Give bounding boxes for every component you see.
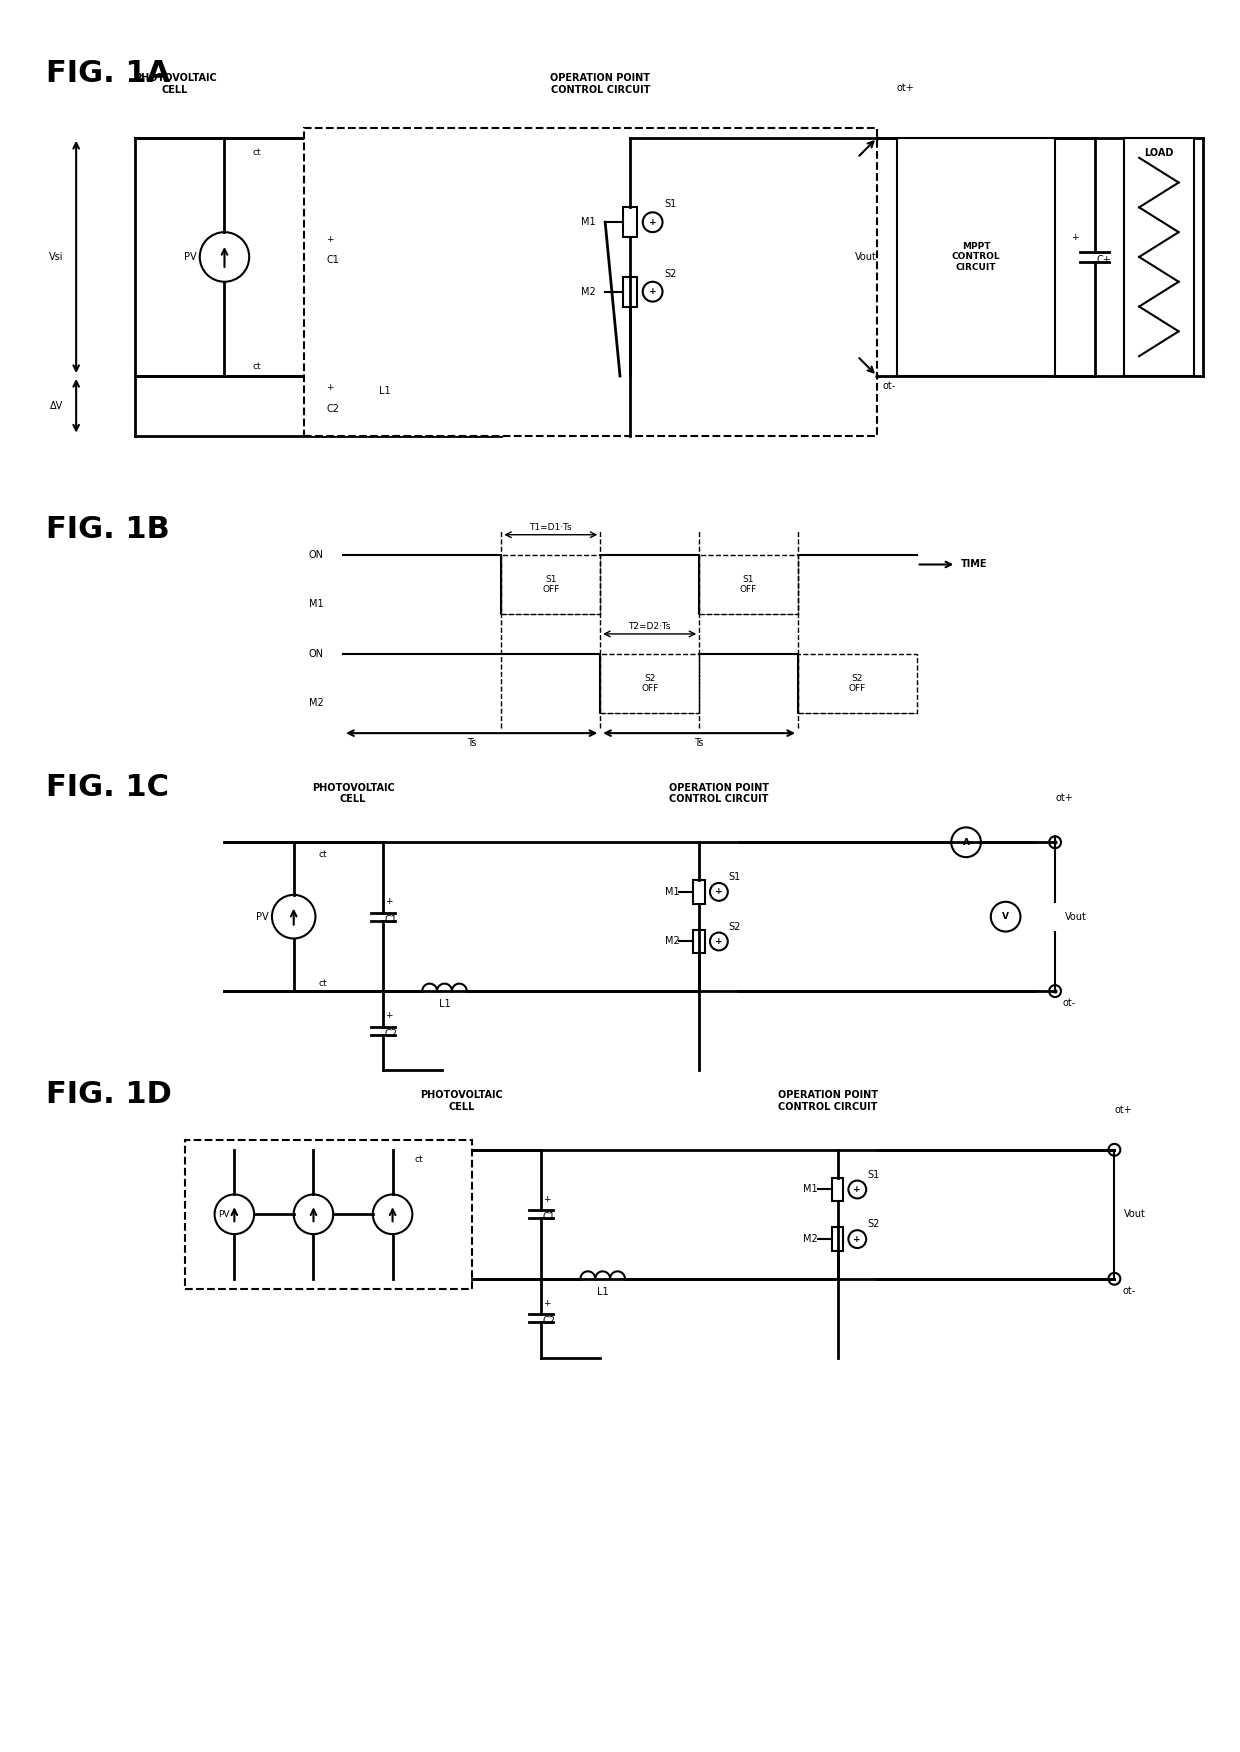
Text: S1
OFF: S1 OFF bbox=[740, 575, 758, 594]
Text: C1: C1 bbox=[384, 915, 398, 925]
Text: ON: ON bbox=[309, 550, 324, 559]
Bar bbox=[1125, 138, 1194, 377]
Text: S1: S1 bbox=[729, 872, 742, 881]
Text: +: + bbox=[853, 1184, 861, 1195]
Text: PHOTOVOLTAIC
CELL: PHOTOVOLTAIC CELL bbox=[311, 783, 394, 804]
Text: S1: S1 bbox=[665, 200, 677, 210]
Bar bbox=[699, 555, 799, 615]
Text: PV: PV bbox=[257, 911, 269, 922]
Text: ct: ct bbox=[319, 979, 327, 988]
Text: +: + bbox=[326, 384, 334, 392]
Bar bbox=[600, 653, 699, 713]
Text: ot+: ot+ bbox=[897, 84, 915, 93]
Text: S1
OFF: S1 OFF bbox=[542, 575, 559, 594]
Bar bbox=[304, 128, 877, 436]
Text: +: + bbox=[649, 217, 656, 226]
Text: MPPT
CONTROL
CIRCUIT: MPPT CONTROL CIRCUIT bbox=[951, 242, 1001, 272]
Text: ΔV: ΔV bbox=[50, 401, 63, 410]
Text: T2=D2·Ts: T2=D2·Ts bbox=[629, 622, 671, 631]
Text: M1: M1 bbox=[804, 1184, 817, 1195]
Text: Vsi: Vsi bbox=[50, 252, 63, 263]
Text: ct: ct bbox=[252, 149, 260, 158]
Text: ct: ct bbox=[319, 850, 327, 858]
Text: +: + bbox=[543, 1298, 551, 1309]
Text: Ts: Ts bbox=[467, 738, 476, 748]
Text: +: + bbox=[715, 937, 723, 946]
Text: C+: C+ bbox=[1096, 256, 1111, 265]
Text: L1: L1 bbox=[379, 385, 391, 396]
Text: S2
OFF: S2 OFF bbox=[641, 675, 658, 694]
Text: PV: PV bbox=[218, 1211, 229, 1219]
Text: M1: M1 bbox=[665, 887, 680, 897]
Text: ct: ct bbox=[414, 1155, 423, 1165]
Bar bbox=[832, 1177, 843, 1202]
Text: M2: M2 bbox=[665, 937, 680, 946]
Text: PV: PV bbox=[185, 252, 197, 263]
Bar bbox=[832, 1226, 843, 1251]
Text: C1: C1 bbox=[326, 256, 340, 265]
Bar bbox=[897, 138, 1055, 377]
Text: S1: S1 bbox=[867, 1170, 879, 1179]
Text: +: + bbox=[715, 887, 723, 897]
Text: FIG. 1D: FIG. 1D bbox=[46, 1081, 172, 1109]
Text: ct: ct bbox=[252, 361, 260, 371]
Bar bbox=[501, 555, 600, 615]
Text: FIG. 1B: FIG. 1B bbox=[46, 515, 170, 543]
Text: M2: M2 bbox=[580, 287, 595, 296]
Bar bbox=[622, 277, 637, 307]
Text: +: + bbox=[853, 1235, 861, 1244]
Text: +: + bbox=[326, 235, 334, 244]
Text: ot-: ot- bbox=[882, 380, 895, 391]
Text: A: A bbox=[962, 837, 970, 846]
Text: S2
OFF: S2 OFF bbox=[848, 675, 866, 694]
Text: +: + bbox=[384, 1011, 392, 1020]
Text: PHOTOVOLTAIC
CELL: PHOTOVOLTAIC CELL bbox=[420, 1090, 503, 1113]
Text: S2: S2 bbox=[729, 922, 742, 932]
Bar bbox=[622, 207, 637, 237]
Text: +: + bbox=[1071, 233, 1079, 242]
Bar bbox=[185, 1141, 471, 1289]
Text: T1=D1·Ts: T1=D1·Ts bbox=[529, 522, 572, 533]
Text: M2: M2 bbox=[309, 699, 324, 708]
Text: V: V bbox=[1002, 913, 1009, 922]
Text: PHOTOVOLTAIC
CELL: PHOTOVOLTAIC CELL bbox=[134, 74, 217, 95]
Text: S2: S2 bbox=[665, 268, 677, 279]
Text: ON: ON bbox=[309, 648, 324, 659]
Text: ot-: ot- bbox=[1063, 999, 1076, 1007]
Bar bbox=[799, 653, 916, 713]
Text: S2: S2 bbox=[867, 1219, 879, 1230]
Text: L1: L1 bbox=[596, 1286, 609, 1296]
Text: +: + bbox=[543, 1195, 551, 1204]
Text: +: + bbox=[384, 897, 392, 906]
Text: FIG. 1A: FIG. 1A bbox=[46, 58, 171, 88]
Text: L1: L1 bbox=[439, 999, 450, 1009]
Text: ot+: ot+ bbox=[1115, 1106, 1132, 1114]
Text: C2: C2 bbox=[326, 403, 340, 413]
Text: Vout: Vout bbox=[1065, 911, 1086, 922]
Text: C2: C2 bbox=[384, 1028, 398, 1039]
Text: OPERATION POINT
CONTROL CIRCUIT: OPERATION POINT CONTROL CIRCUIT bbox=[777, 1090, 878, 1113]
Text: M1: M1 bbox=[580, 217, 595, 228]
Text: +: + bbox=[649, 287, 656, 296]
Text: M1: M1 bbox=[309, 599, 324, 610]
Text: C2: C2 bbox=[543, 1316, 556, 1326]
Text: ot-: ot- bbox=[1122, 1286, 1136, 1296]
Text: Vout: Vout bbox=[1125, 1209, 1146, 1219]
Text: Ts: Ts bbox=[694, 738, 704, 748]
Text: LOAD: LOAD bbox=[1145, 147, 1173, 158]
Bar bbox=[693, 930, 706, 953]
Text: OPERATION POINT
CONTROL CIRCUIT: OPERATION POINT CONTROL CIRCUIT bbox=[668, 783, 769, 804]
Text: TIME: TIME bbox=[961, 559, 987, 569]
Text: C1: C1 bbox=[543, 1212, 556, 1223]
Text: ot+: ot+ bbox=[1055, 792, 1073, 802]
Bar bbox=[693, 880, 706, 904]
Text: FIG. 1C: FIG. 1C bbox=[46, 773, 170, 802]
Text: OPERATION POINT
CONTROL CIRCUIT: OPERATION POINT CONTROL CIRCUIT bbox=[551, 74, 650, 95]
Text: M2: M2 bbox=[804, 1233, 817, 1244]
Text: Vout: Vout bbox=[856, 252, 877, 263]
